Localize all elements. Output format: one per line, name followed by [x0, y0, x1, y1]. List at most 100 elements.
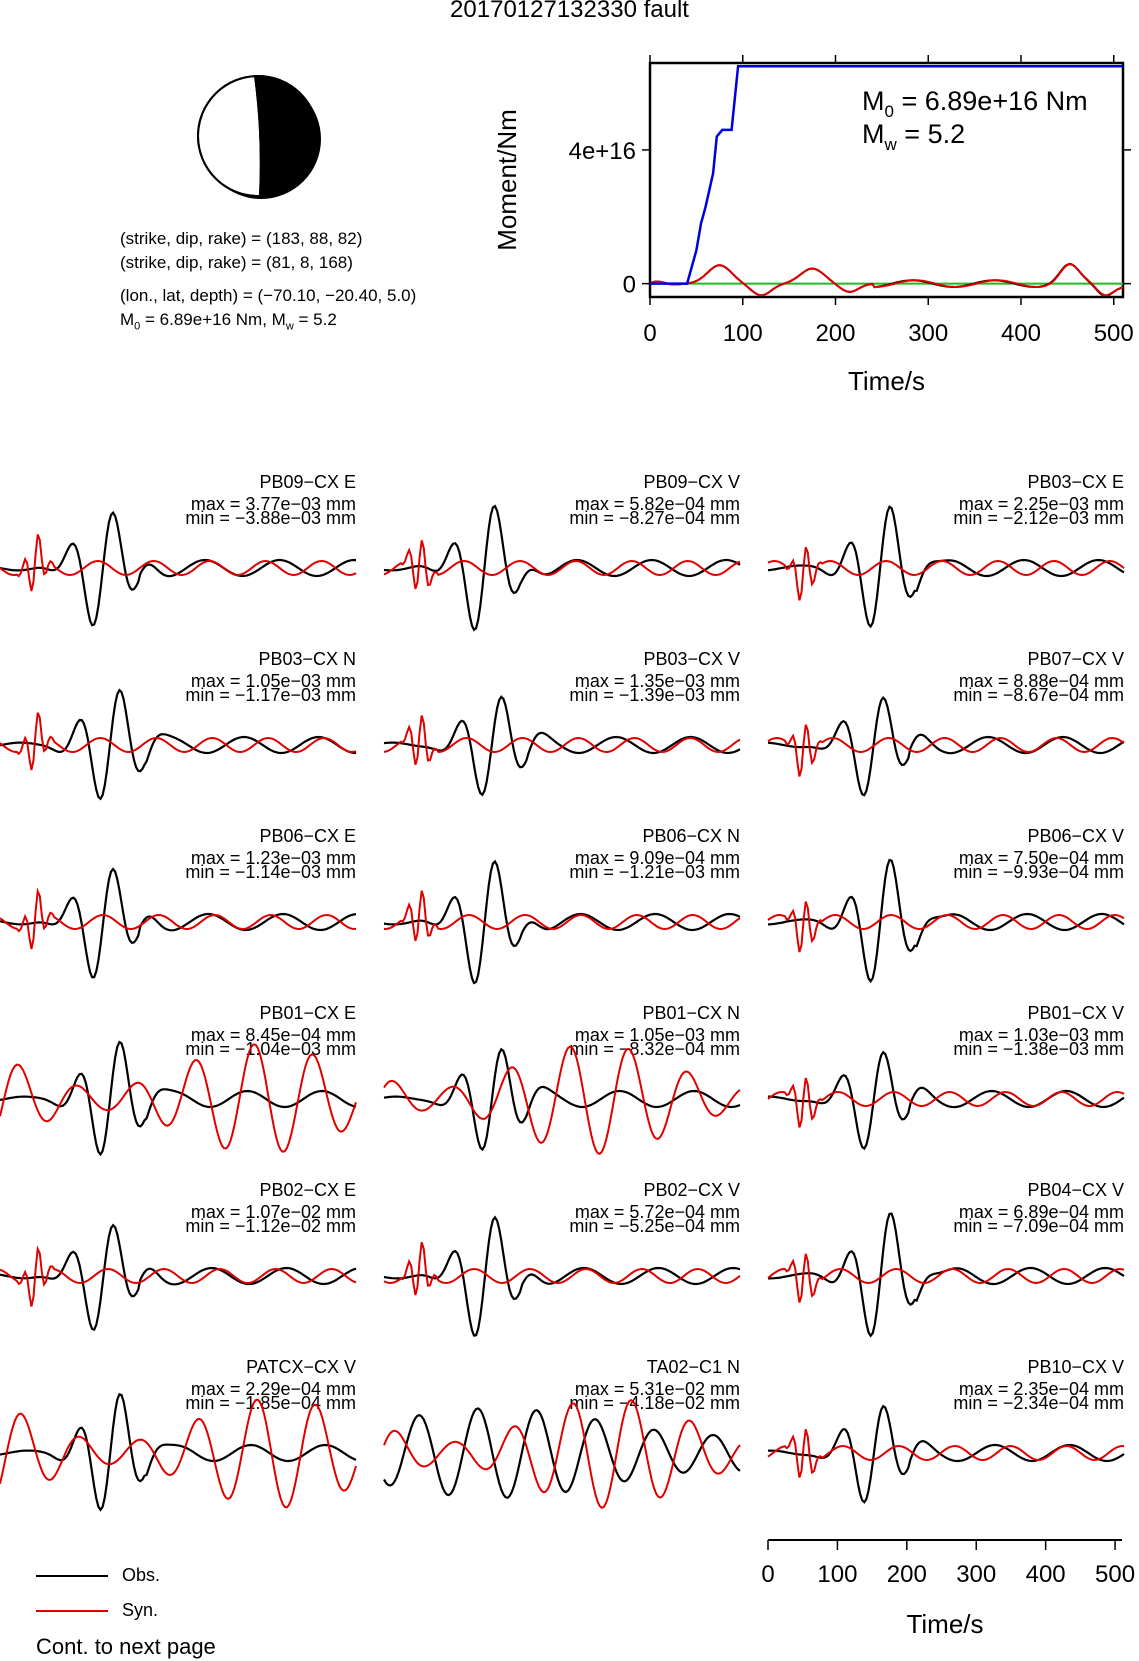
station-label: PB03−CX E: [1027, 472, 1124, 492]
min-value: min = −5.25e−04 mm: [569, 1216, 740, 1236]
moment-chart: 0 100 200 300 400 500 0 4e+16 Time/s Moment/Nm M0 …: [492, 55, 1134, 396]
max-value: max = 7.50e−04 mm: [959, 848, 1124, 868]
max-value: max = 2.25e−03 mm: [959, 494, 1124, 514]
location-depth: (lon., lat, depth) = (−70.10, −20.40, 5.…: [120, 286, 417, 305]
max-value: max = 5.31e−02 mm: [575, 1379, 740, 1399]
min-value: min = −1.12e−02 mm: [185, 1216, 356, 1236]
observed-trace: [767, 505, 1125, 629]
legend-obs-label: Obs.: [122, 1565, 161, 1585]
waveform-x-tick-label: 0: [761, 1561, 774, 1588]
page-title: 20170127132330 fault: [450, 0, 689, 23]
observed-trace: [0, 1223, 357, 1331]
synthetic-trace: [0, 534, 357, 592]
min-value: min = −1.21e−03 mm: [569, 862, 740, 882]
station-label: PB06−CX E: [259, 826, 356, 846]
max-value: max = 2.29e−04 mm: [191, 1379, 356, 1399]
min-value: min = −2.34e−04 mm: [953, 1393, 1124, 1413]
y-tick-label: 4e+16: [569, 138, 636, 165]
max-value: max = 8.88e−04 mm: [959, 671, 1124, 691]
x-tick-label: 300: [908, 320, 948, 347]
max-value: max = 1.05e−03 mm: [575, 1025, 740, 1045]
x-axis-label: Time/s: [848, 366, 925, 396]
continued-note: Cont. to next page: [36, 1634, 216, 1659]
min-value: min = −1.38e−03 mm: [953, 1039, 1124, 1059]
synthetic-trace: [383, 715, 741, 765]
station-label: PB01−CX V: [1027, 1003, 1124, 1023]
max-value: max = 5.72e−04 mm: [575, 1202, 740, 1222]
synthetic-trace: [767, 724, 1125, 777]
moment-rate-syn-trace: [649, 263, 1124, 297]
waveform-x-tick-label: 300: [956, 1561, 996, 1588]
synthetic-trace: [767, 1077, 1125, 1128]
synthetic-trace: [767, 546, 1125, 601]
synthetic-trace: [383, 1045, 741, 1155]
max-value: max = 5.82e−04 mm: [575, 494, 740, 514]
moment-magnitude-line: M0 = 6.89e+16 Nm, Mw = 5.2: [120, 310, 337, 333]
x-tick-label: 500: [1094, 320, 1134, 347]
synthetic-trace: [0, 712, 357, 771]
waveform-x-axis-label: Time/s: [906, 1609, 983, 1639]
info-m0: 6.89e+16 Nm: [159, 310, 263, 329]
observed-trace: [383, 859, 741, 985]
synthetic-trace: [767, 1253, 1125, 1303]
min-value: min = −8.32e−04 mm: [569, 1039, 740, 1059]
max-value: max = 1.07e−02 mm: [191, 1202, 356, 1222]
x-tick-label: 100: [723, 320, 763, 347]
moment-annotation-mw: Mw = 5.2: [862, 119, 965, 154]
legend-syn-label: Syn.: [122, 1600, 159, 1620]
station-label: PB10−CX V: [1027, 1357, 1124, 1377]
observed-trace: [767, 1404, 1125, 1504]
observed-trace: [0, 688, 357, 801]
observed-trace: [0, 1392, 357, 1512]
synthetic-trace: [0, 1043, 357, 1153]
min-value: min = −7.09e−04 mm: [953, 1216, 1124, 1236]
min-value: min = −8.27e−04 mm: [569, 508, 740, 528]
info-mw: 5.2: [313, 310, 337, 329]
max-value: max = 2.35e−04 mm: [959, 1379, 1124, 1399]
legend-syn: Syn.: [36, 1600, 158, 1621]
waveform-x-tick-label: 500: [1095, 1561, 1135, 1588]
min-value: min = −4.18e−02 mm: [569, 1393, 740, 1413]
station-label: PB06−CX N: [642, 826, 740, 846]
max-value: max = 9.09e−04 mm: [575, 848, 740, 868]
station-label: PB09−CX V: [643, 472, 740, 492]
observed-trace: [767, 696, 1125, 797]
x-tick-label: 0: [643, 320, 656, 347]
observed-trace: [383, 504, 741, 632]
observed-trace: [383, 1047, 741, 1152]
synthetic-trace: [767, 1429, 1125, 1478]
max-value: max = 1.05e−03 mm: [191, 671, 356, 691]
station-label: TA02−C1 N: [647, 1357, 740, 1377]
nodal-plane-2: (strike, dip, rake) = (81, 8, 168): [120, 253, 353, 272]
max-value: max = 1.03e−03 mm: [959, 1025, 1124, 1045]
x-tick-label: 200: [815, 320, 855, 347]
max-value: max = 1.23e−03 mm: [191, 848, 356, 868]
observed-trace: [0, 867, 357, 979]
synthetic-trace: [767, 901, 1125, 953]
x-tick-label: 400: [1001, 320, 1041, 347]
station-label: PATCX−CX V: [246, 1357, 356, 1377]
station-label: PB09−CX E: [259, 472, 356, 492]
y-tick-label: 0: [623, 272, 636, 299]
min-value: min = −1.14e−03 mm: [185, 862, 356, 882]
min-value: min = −1.85e−04 mm: [185, 1393, 356, 1413]
waveform-x-tick-label: 200: [887, 1561, 927, 1588]
beachball-icon: [197, 75, 321, 199]
observed-trace: [0, 510, 357, 627]
observed-trace: [768, 1050, 1125, 1151]
synthetic-trace: [0, 1398, 357, 1509]
station-label: PB03−CX V: [643, 649, 740, 669]
min-value: min = −1.04e−03 mm: [185, 1039, 356, 1059]
nodal-plane-1: (strike, dip, rake) = (183, 88, 82): [120, 229, 363, 248]
synthetic-trace: [0, 887, 357, 950]
station-label: PB07−CX V: [1027, 649, 1124, 669]
